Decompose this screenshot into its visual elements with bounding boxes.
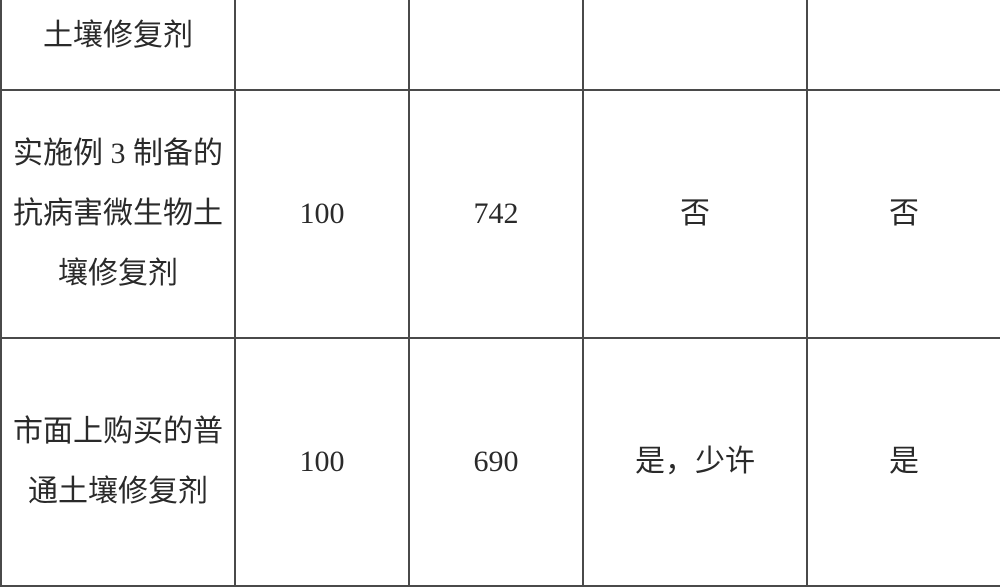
cell-r2-c0: 市面上购买的普通土壤修复剂 — [1, 338, 235, 586]
cell-r2-c4: 是 — [807, 338, 1000, 586]
cell-r2-c2: 690 — [409, 338, 583, 586]
cell-r0-c0: 土壤修复剂 — [1, 0, 235, 90]
table-row: 土壤修复剂 — [1, 0, 1000, 90]
table-row: 实施例 3 制备的抗病害微生物土壤修复剂 100 742 否 否 — [1, 90, 1000, 338]
table-row: 市面上购买的普通土壤修复剂 100 690 是，少许 是 — [1, 338, 1000, 586]
cell-r1-c1: 100 — [235, 90, 409, 338]
cell-r0-c3 — [583, 0, 807, 90]
cell-r0-c2 — [409, 0, 583, 90]
cell-r1-c3: 否 — [583, 90, 807, 338]
cell-r0-c4 — [807, 0, 1000, 90]
cell-r1-c0: 实施例 3 制备的抗病害微生物土壤修复剂 — [1, 90, 235, 338]
cell-r1-c2: 742 — [409, 90, 583, 338]
data-table: 土壤修复剂 实施例 3 制备的抗病害微生物土壤修复剂 100 742 否 否 市… — [0, 0, 1000, 587]
cell-r2-c3: 是，少许 — [583, 338, 807, 586]
cell-r1-c4: 否 — [807, 90, 1000, 338]
cell-r0-c1 — [235, 0, 409, 90]
cell-r2-c1: 100 — [235, 338, 409, 586]
